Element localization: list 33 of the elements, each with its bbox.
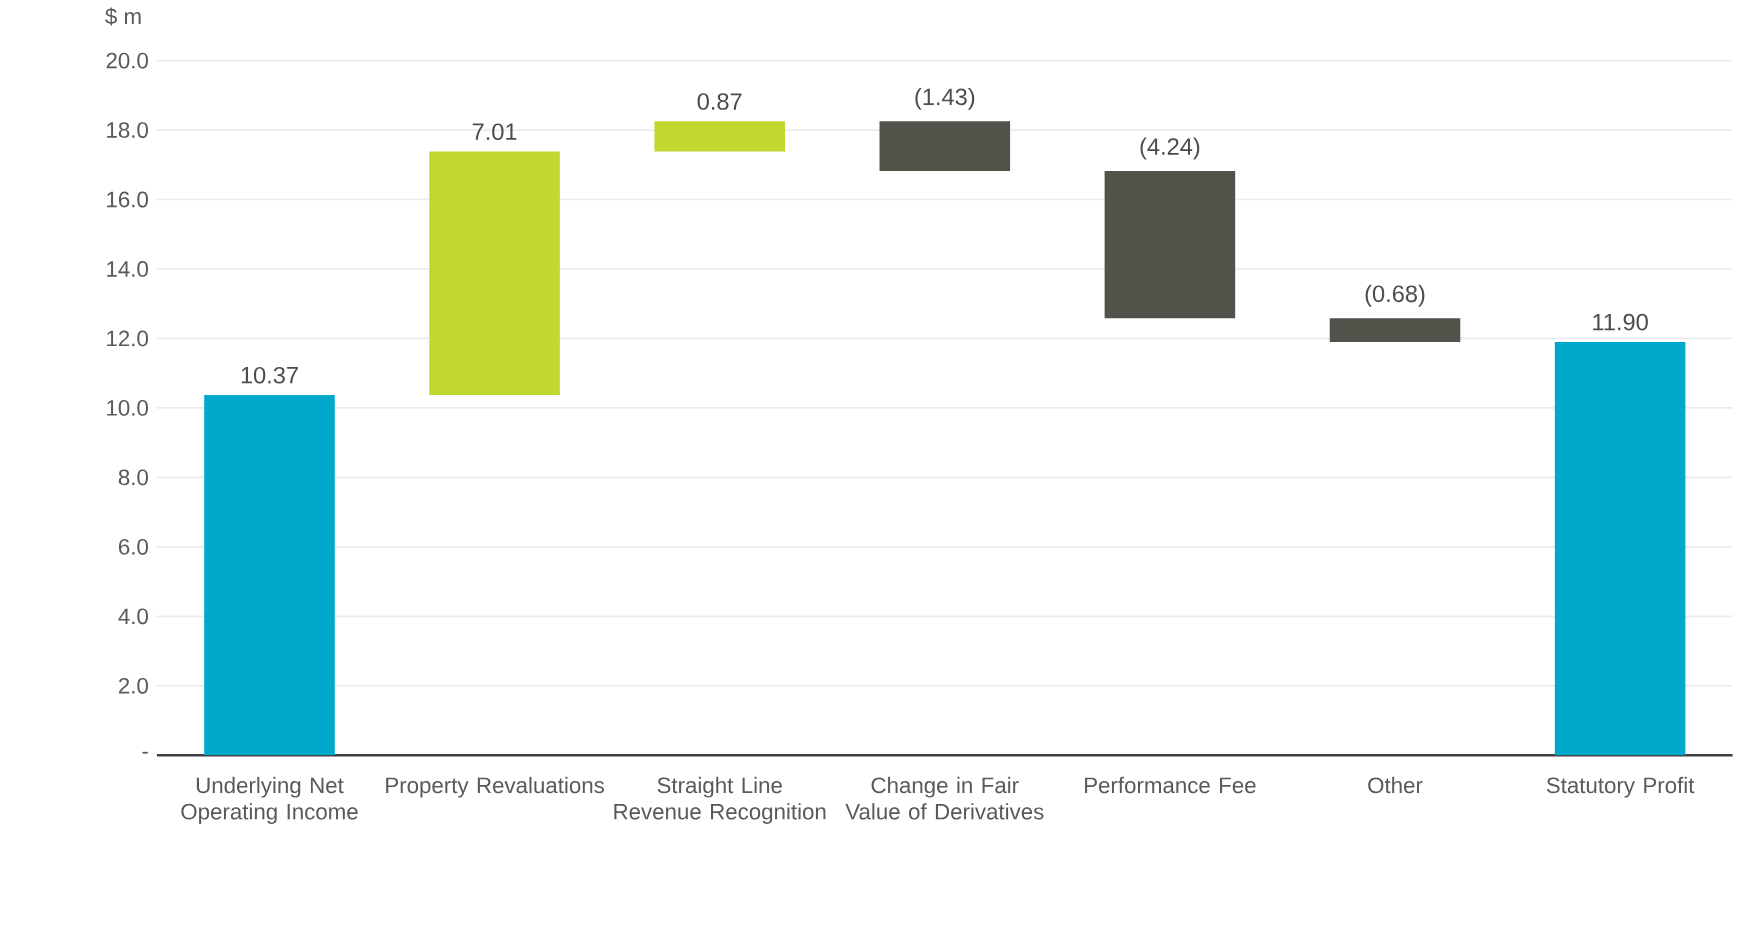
x-tick-label: Property Revaluations <box>386 776 604 798</box>
y-tick-label: 20.0 <box>106 52 148 69</box>
bar <box>429 151 560 395</box>
x-tick-label: Other <box>1368 776 1423 794</box>
data-label: 10.37 <box>241 366 298 384</box>
data-label: (4.24) <box>1140 137 1200 160</box>
data-label: (0.68) <box>1365 284 1425 307</box>
data-label: 7.01 <box>472 123 517 140</box>
y-tick-label: 12.0 <box>107 330 148 347</box>
bar <box>654 121 785 152</box>
y-tick-label: 10.0 <box>107 399 148 416</box>
y-tick-label: 8.0 <box>118 469 148 486</box>
data-label: 0.87 <box>697 93 742 110</box>
y-tick-label: 4.0 <box>118 608 148 625</box>
x-tick-label: Underlying Net Operating Income <box>181 776 358 824</box>
y-tick-label: 2.0 <box>118 677 148 694</box>
x-tick-label: Statutory Profit <box>1546 776 1695 798</box>
bar <box>204 394 335 756</box>
x-tick-label: Change in Fair Value of Derivatives <box>845 776 1044 820</box>
x-tick-label: Performance Fee <box>1085 776 1256 794</box>
bar <box>879 121 1011 171</box>
y-tick-label: - <box>142 751 148 754</box>
bar <box>1104 170 1236 319</box>
y-tick-label: 6.0 <box>118 538 148 555</box>
bar <box>1554 341 1686 756</box>
y-tick-label: 16.0 <box>107 191 148 208</box>
x-tick-label: Straight Line Revenue Recognition <box>614 776 826 824</box>
data-label: (1.43) <box>915 87 975 110</box>
y-axis-title: $ m <box>105 7 141 26</box>
y-tick-label: 18.0 <box>107 121 148 138</box>
bar <box>1329 318 1461 342</box>
y-tick-label: 14.0 <box>107 260 148 277</box>
data-label: 11.90 <box>1593 313 1648 331</box>
